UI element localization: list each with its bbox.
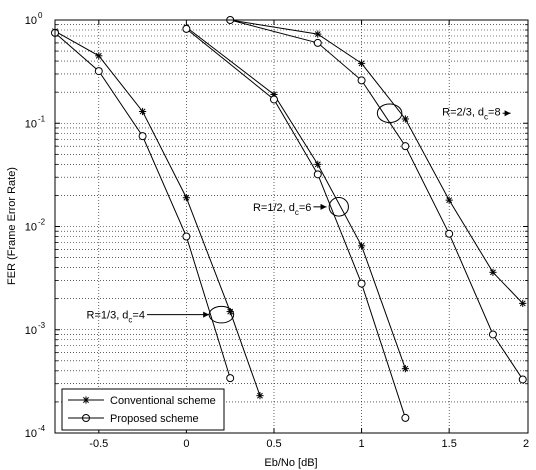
series-R13-conventional-point-1 [95, 52, 103, 60]
annotation-ellipse-r12 [328, 197, 349, 217]
series-R12-conventional-point-4 [401, 365, 409, 373]
annotation-tail-r23: =8 [488, 106, 501, 118]
x-tick-label-right: 2 [523, 438, 529, 450]
y-axis-label: FER (Frame Error Rate) [6, 167, 18, 285]
series-R23-proposed-point-6 [518, 375, 527, 384]
y-tick-exp-2: -2 [38, 218, 46, 227]
series-R23-conventional-point-4-stroke-3 [446, 197, 453, 204]
series-R23-conventional-point-6-stroke-3 [519, 300, 526, 307]
annotation-sub-r12: c [295, 208, 299, 217]
annotation-arrowhead-r12 [320, 203, 327, 210]
y-tick-label-2: 10 [25, 222, 37, 234]
series-R13-proposed-point-1 [94, 67, 103, 76]
series-R13-conventional-point-3 [182, 194, 190, 202]
annotation-tail-r12: =6 [299, 202, 312, 214]
series-R13-conventional-point-2 [138, 107, 147, 116]
series-R13-conventional-point-1-stroke-3 [95, 52, 102, 59]
annotation-main-r13: R=1/3, d [87, 310, 129, 322]
series-R13-conventional-point-3-stroke-3 [183, 194, 190, 201]
legend: Conventional scheme Proposed scheme [61, 388, 225, 431]
series-R23-proposed-point-3 [401, 142, 410, 151]
series-R23-conventional-point-5 [489, 268, 497, 276]
y-tick-label-0: 10 [25, 15, 37, 27]
legend-box [61, 388, 225, 431]
series-R13-conventional-point-5-stroke-3 [257, 392, 263, 399]
y-tick-label-1: 10 [25, 118, 37, 130]
legend-label-conventional: Conventional scheme [110, 395, 216, 407]
annotation-arrowhead-r13 [203, 311, 210, 318]
annotation-tail-r13: =4 [132, 310, 145, 322]
series-R12-conventional-point-2-stroke-3 [314, 161, 321, 168]
series-R13-conventional-point-5 [256, 392, 264, 400]
annotation-arrowhead-r23 [504, 110, 511, 117]
x-tick-label-4: 1.5 [442, 438, 457, 450]
x-axis-label: Eb/No [dB] [264, 457, 317, 469]
series-R23-proposed-point-4 [445, 229, 454, 238]
series-R13-proposed-point-4 [226, 374, 235, 383]
series-R23-conventional-point-3 [401, 115, 409, 123]
series-R23-conventional-point-1 [314, 30, 322, 38]
series-R12-proposed-point-3 [357, 279, 366, 288]
x-tick-label-2: 0.5 [266, 438, 281, 450]
annotation-text-r23: R=2/3, dc=8 [442, 106, 500, 121]
series-R12-conventional-point-3-stroke-3 [358, 242, 365, 249]
series-R23-conventional-point-2 [357, 59, 366, 67]
y-tick-exp-1: -1 [38, 114, 46, 123]
series-R23-conventional-point-3-stroke-3 [402, 116, 409, 122]
series-R12-proposed-point-0 [182, 24, 191, 33]
series-R12-conventional-point-4-stroke-3 [402, 365, 409, 372]
x-tick-label-3: 1 [359, 438, 365, 450]
annotation-main-r12: R=1/2, d [253, 202, 295, 214]
y-tick-exp-0: 0 [38, 11, 43, 20]
y-tick-exp-4: -4 [38, 424, 46, 433]
legend-marker-star [82, 396, 90, 404]
legend-marker-circle [82, 414, 90, 422]
series-R13-conventional-point-2-stroke-3 [139, 108, 146, 115]
series-R23-conventional-point-2-stroke-3 [358, 60, 365, 67]
annotation-sub-r13: c [128, 316, 132, 325]
grid [55, 20, 528, 433]
series-R23-conventional-point-1-stroke-3 [314, 31, 321, 38]
series-R23-proposed-point-5 [488, 330, 497, 339]
annotation-text-r12: R=1/2, dc=6 [253, 202, 311, 217]
legend-star [82, 396, 90, 404]
series-R23-conventional-point-5-stroke-3 [490, 269, 496, 276]
annotations: R=2/3, dc=8R=1/2, dc=6R=1/3, dc=4 [87, 103, 511, 325]
series-R12-conventional-point-2 [314, 160, 322, 168]
series-R23-proposed-point-1 [313, 38, 322, 47]
series-R23-conventional-point-6 [519, 299, 527, 307]
series-R23-conventional-point-4 [445, 196, 453, 204]
annotation-main-r23: R=2/3, d [442, 106, 484, 118]
legend-label-proposed: Proposed scheme [110, 413, 199, 425]
y-tick-exp-3: -3 [38, 321, 46, 330]
series-R13-proposed-point-3 [182, 232, 191, 241]
series-R12-proposed-point-4 [401, 413, 410, 422]
annotation-ellipse-r23 [376, 103, 403, 124]
series-R13-proposed-point-2 [138, 132, 147, 141]
series-R12-conventional-point-3 [357, 242, 366, 250]
y-tick-label-3: 10 [25, 325, 37, 337]
x-tick-label-1: 0 [183, 438, 189, 450]
annotation-text-r13: R=1/3, dc=4 [87, 310, 145, 325]
y-tick-label-4: 10 [25, 428, 37, 440]
series-layer [51, 16, 527, 422]
x-tick-label-0: -0.5 [89, 438, 108, 450]
legend-star-stroke-3 [83, 397, 89, 403]
annotation-sub-r23: c [484, 112, 488, 121]
series-R13-conventional-line [54, 30, 261, 396]
series-R12-proposed-point-1 [269, 95, 278, 104]
series-R23-proposed-point-2 [357, 76, 366, 85]
series-R12-proposed-point-2 [313, 170, 322, 179]
